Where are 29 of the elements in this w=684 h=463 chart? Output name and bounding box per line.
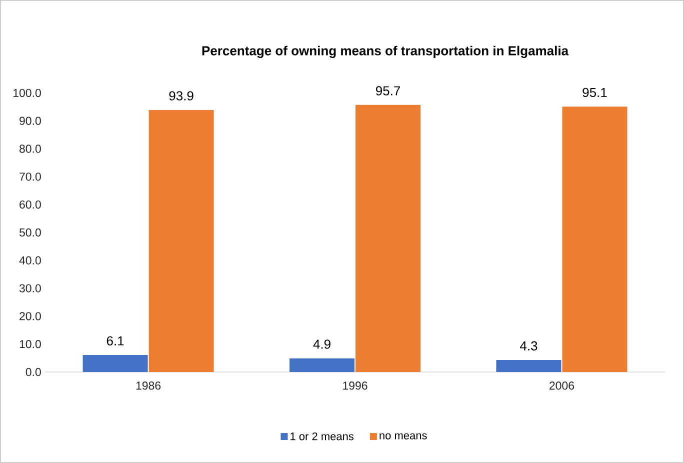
y-tick-label: 0.0 [26,368,41,376]
y-tick-label: 60.0 [20,200,41,209]
bar [148,110,214,372]
bar [562,106,628,372]
data-label: 95.1 [582,88,607,98]
bar [82,355,148,372]
data-label: 4.9 [313,340,330,349]
y-tick-label: 30.0 [19,284,41,292]
y-tick-label: 90.0 [20,116,41,125]
chart-title: Percentage of owning means of transportation in Elgamalia [202,46,569,58]
y-tick-label: 40.0 [19,256,41,264]
legend-label: 1 or 2 means [290,432,354,440]
data-label: 6.1 [106,336,124,346]
bar [289,358,355,372]
legend-label: no means [380,433,427,440]
y-tick-label: 80.0 [20,144,41,153]
bar [496,360,562,372]
x-tick-label: 1986 [136,382,161,390]
x-tick-label: 2006 [550,382,574,390]
data-label: 4.3 [520,341,538,350]
y-tick-label: 10.0 [20,340,41,348]
y-tick-label: 50.0 [19,228,41,237]
data-label: 93.9 [169,91,194,100]
bar [356,104,421,372]
x-tick-label: 1996 [343,382,368,390]
y-tick-label: 100.0 [13,88,41,98]
data-label: 95.7 [376,86,400,96]
y-tick-label: 20.0 [20,312,41,320]
y-tick-label: 70.0 [20,172,41,181]
